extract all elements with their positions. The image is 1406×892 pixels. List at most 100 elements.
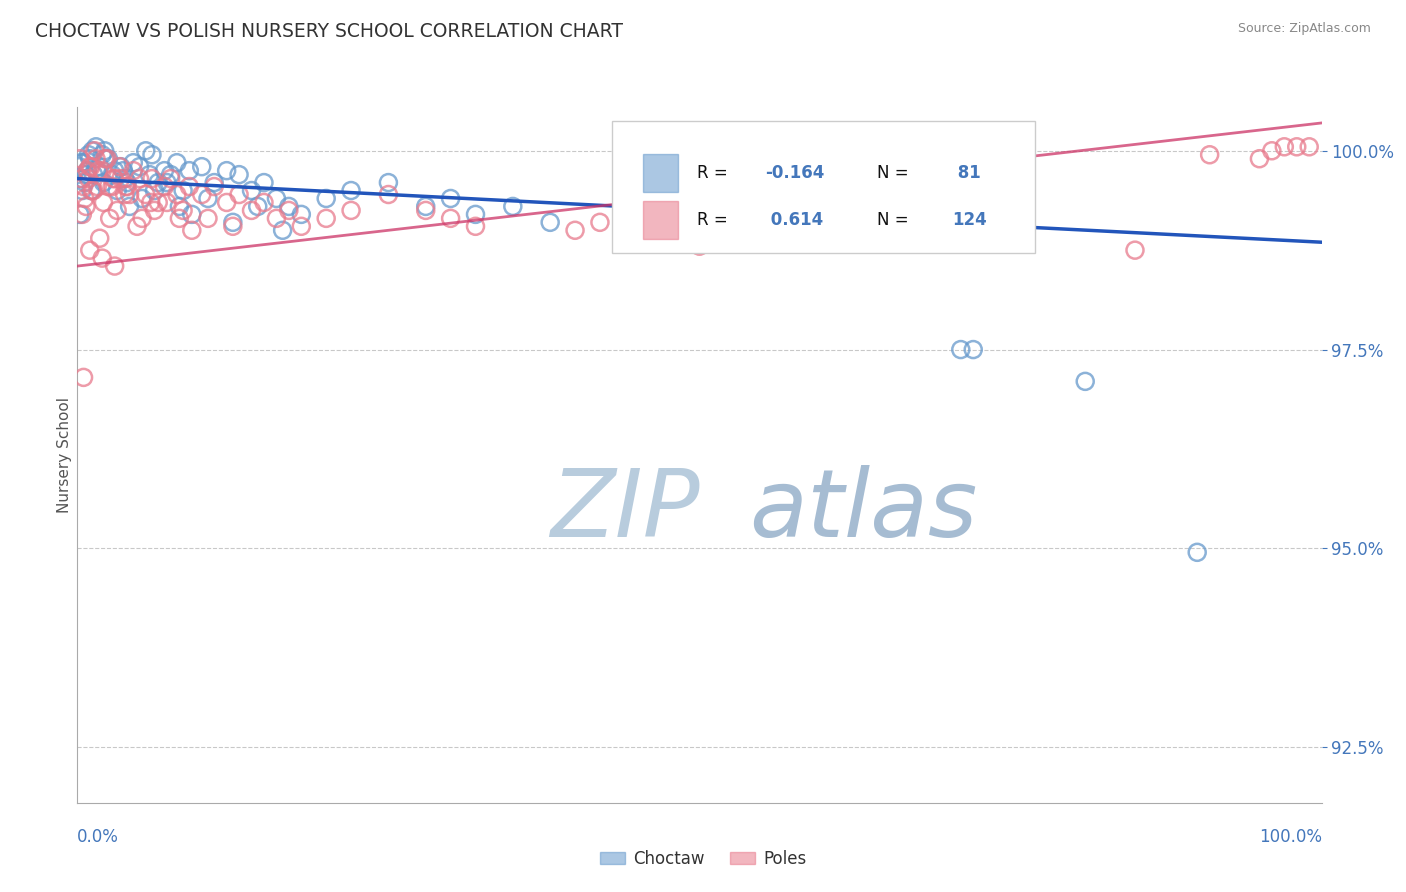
Point xyxy=(91,147,114,161)
Point xyxy=(91,251,114,265)
Point xyxy=(73,192,96,206)
Point xyxy=(172,184,194,198)
Point xyxy=(80,160,103,174)
Point xyxy=(70,171,93,186)
Point xyxy=(84,140,107,154)
Point xyxy=(626,231,648,245)
Point xyxy=(689,239,711,253)
Point xyxy=(240,184,263,198)
Point xyxy=(377,176,399,190)
FancyBboxPatch shape xyxy=(644,153,678,192)
Point xyxy=(73,176,96,190)
Text: 0.614: 0.614 xyxy=(765,211,824,229)
Point xyxy=(202,179,225,194)
Point xyxy=(240,203,263,218)
Point xyxy=(135,144,157,158)
Point xyxy=(148,176,170,190)
Point xyxy=(143,184,166,198)
Point xyxy=(266,211,288,226)
Text: 0.0%: 0.0% xyxy=(77,828,120,846)
Point xyxy=(76,163,98,178)
Point xyxy=(72,184,94,198)
Point xyxy=(246,199,269,213)
Point xyxy=(128,160,150,174)
Point xyxy=(202,176,225,190)
Point xyxy=(110,171,132,186)
Point xyxy=(169,199,191,213)
Point xyxy=(415,199,437,213)
Text: R =: R = xyxy=(697,211,733,229)
Point xyxy=(89,231,111,245)
Point xyxy=(128,171,150,186)
Point xyxy=(101,168,124,182)
Text: atlas: atlas xyxy=(749,465,977,556)
Point xyxy=(277,199,299,213)
Point xyxy=(464,207,486,221)
Point xyxy=(83,144,105,158)
Point xyxy=(76,163,98,178)
Point xyxy=(502,199,524,213)
Point xyxy=(153,163,176,178)
Point xyxy=(253,195,276,210)
Point xyxy=(222,215,245,229)
Legend: Choctaw, Poles: Choctaw, Poles xyxy=(593,844,813,875)
Point xyxy=(589,215,612,229)
Point xyxy=(87,163,110,178)
Text: ZIP: ZIP xyxy=(550,465,700,556)
Point xyxy=(118,199,141,213)
Point xyxy=(191,160,214,174)
Point xyxy=(97,179,120,194)
Point xyxy=(1123,243,1146,257)
Point xyxy=(131,211,153,226)
Point xyxy=(93,152,115,166)
Point xyxy=(191,187,214,202)
Point xyxy=(949,343,972,357)
Point xyxy=(156,176,179,190)
Text: 124: 124 xyxy=(952,211,987,229)
Point xyxy=(72,207,94,221)
Point xyxy=(104,171,127,186)
Point xyxy=(141,171,163,186)
Point xyxy=(228,187,250,202)
FancyBboxPatch shape xyxy=(613,121,1035,253)
Point xyxy=(180,207,202,221)
Point xyxy=(813,223,835,237)
Point xyxy=(1272,140,1295,154)
Point xyxy=(82,144,104,158)
Point xyxy=(115,179,138,194)
Point xyxy=(75,199,97,213)
Point xyxy=(131,192,153,206)
Point xyxy=(67,160,90,174)
Point xyxy=(79,243,101,257)
Point xyxy=(439,192,461,206)
Point xyxy=(72,155,94,169)
Point xyxy=(180,223,202,237)
Point xyxy=(93,144,115,158)
Point xyxy=(118,187,141,202)
Point xyxy=(115,176,138,190)
Point xyxy=(277,203,299,218)
Point xyxy=(197,192,219,206)
Point xyxy=(108,160,131,174)
Point xyxy=(80,184,103,198)
Point xyxy=(222,219,245,234)
Point xyxy=(77,171,100,186)
Point xyxy=(228,168,250,182)
Point xyxy=(159,168,181,182)
Point xyxy=(105,184,128,198)
Text: R =: R = xyxy=(697,164,733,182)
Point xyxy=(266,192,288,206)
Point xyxy=(115,179,138,194)
Point xyxy=(290,207,312,221)
Point xyxy=(83,168,105,182)
Point xyxy=(89,160,111,174)
Point xyxy=(72,179,94,194)
Y-axis label: Nursery School: Nursery School xyxy=(56,397,72,513)
Point xyxy=(415,203,437,218)
Point xyxy=(197,211,219,226)
Point xyxy=(159,171,181,186)
Point xyxy=(439,211,461,226)
Point xyxy=(112,163,135,178)
Point xyxy=(84,152,107,166)
Point xyxy=(1074,375,1097,389)
